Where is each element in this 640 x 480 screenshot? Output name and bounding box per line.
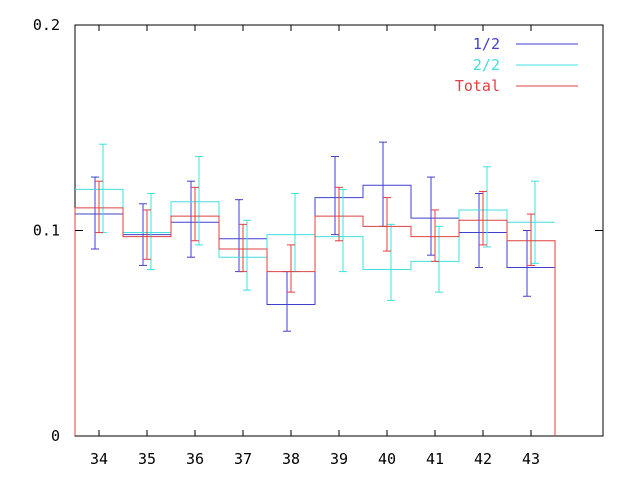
x-tick-label: 41 [426,450,444,468]
y-tick-label: 0.1 [33,222,60,240]
series-total [74,180,556,436]
ticks-layer [75,24,603,437]
legend-label: 1/2 [473,35,500,53]
x-tick-label: 35 [138,450,156,468]
x-tick-label: 43 [522,450,540,468]
x-tick-label: 37 [234,450,252,468]
x-tick-label: 42 [474,450,492,468]
legend-label: 2/2 [473,56,500,74]
y-tick-label: 0 [51,427,60,445]
labels-layer: 0 0.1 0.2 34 35 36 37 38 39 40 41 42 43 [33,16,540,468]
x-tick-label: 36 [186,450,204,468]
x-tick-label: 39 [330,450,348,468]
x-tick-label: 40 [378,450,396,468]
series-layer [74,141,556,436]
y-tick-label: 0.2 [33,16,60,34]
legend-label: Total [455,77,500,95]
x-tick-label: 38 [282,450,300,468]
x-tick-label: 34 [90,450,108,468]
legend: 1/2 2/2 Total [455,35,578,95]
